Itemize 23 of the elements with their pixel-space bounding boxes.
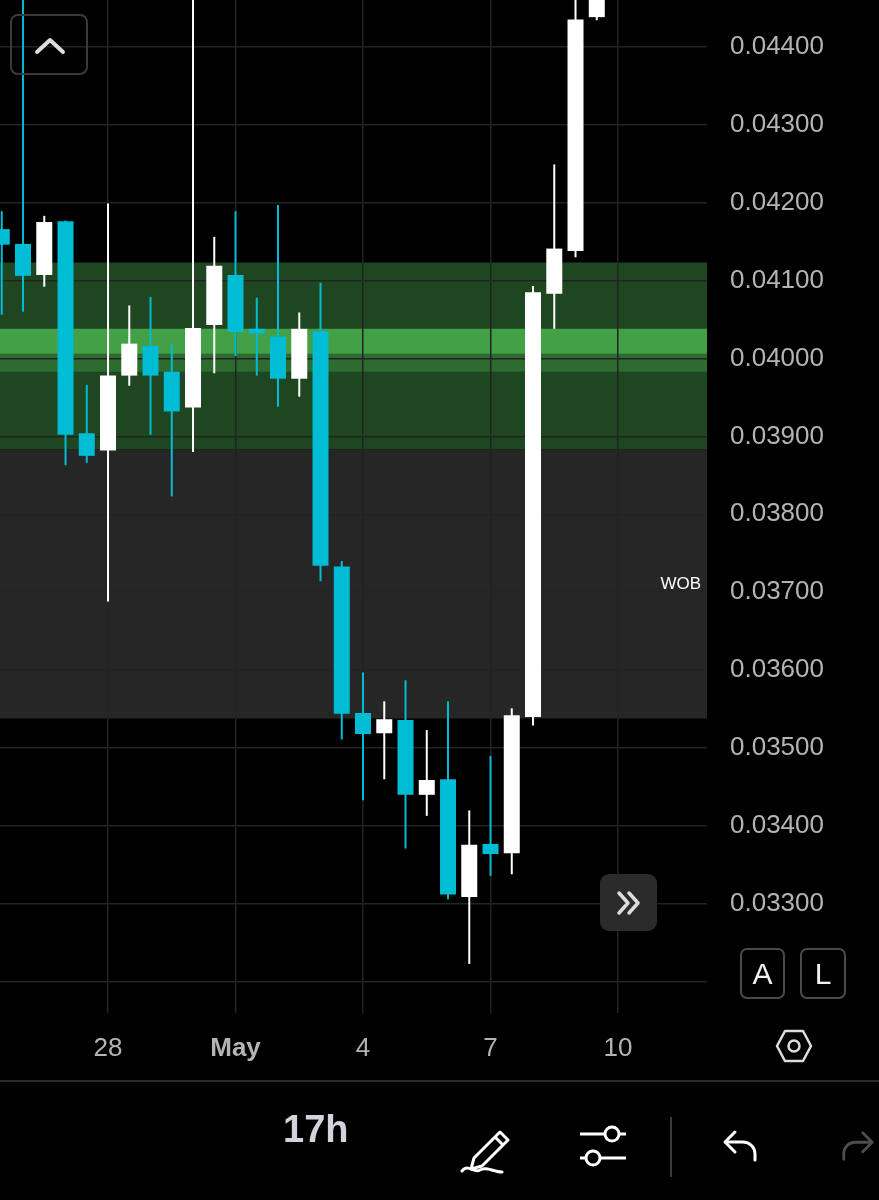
- y-tick-label: 0.04100: [730, 263, 824, 294]
- y-tick-label: 0.03500: [730, 731, 824, 762]
- toggle-button: L: [800, 948, 846, 999]
- y-tick-label: 0.03300: [730, 887, 824, 918]
- interval-label: 17h: [283, 1107, 349, 1151]
- band-label: WOB: [660, 573, 701, 593]
- x-tick-label: 28: [93, 1031, 123, 1062]
- y-tick-label: 0.04000: [730, 341, 824, 372]
- y-tick-label: 0.04200: [730, 185, 824, 216]
- x-tick-label: May: [210, 1031, 262, 1062]
- y-tick-label: 0.04300: [730, 107, 824, 138]
- x-tick-label: 4: [355, 1031, 371, 1062]
- y-tick-label: 0.03400: [730, 809, 824, 840]
- y-tick-label: 0.03800: [730, 497, 824, 528]
- y-tick-label: 0.03900: [730, 419, 824, 450]
- y-tick-label: 0.03600: [730, 653, 824, 684]
- x-tick-label: 10: [603, 1031, 633, 1062]
- x-tick-label: 7: [483, 1031, 498, 1062]
- candlestick: [248, 297, 265, 376]
- candlestick: [482, 755, 499, 876]
- toggle-button: A: [740, 948, 785, 999]
- y-tick-label: 0.03700: [730, 575, 824, 606]
- y-tick-label: 0.04400: [730, 29, 824, 60]
